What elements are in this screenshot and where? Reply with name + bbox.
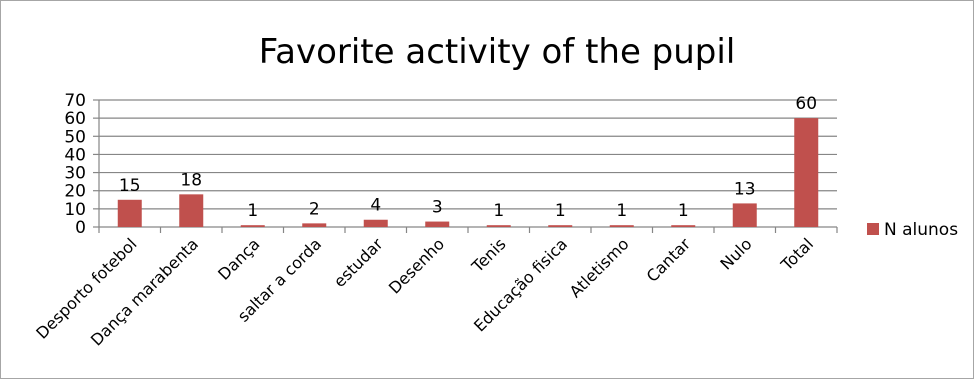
- x-category-label: Atletismo: [566, 234, 633, 301]
- data-label: 4: [370, 196, 381, 216]
- gridlines: [99, 99, 837, 210]
- bar: [609, 225, 634, 227]
- bar: [179, 194, 204, 227]
- bar: [671, 225, 696, 227]
- bar: [425, 221, 450, 227]
- y-tick-label: 20: [64, 182, 86, 202]
- x-category-label: Tenis: [467, 234, 509, 276]
- legend-swatch: [867, 223, 879, 235]
- data-label: 1: [678, 201, 689, 221]
- y-tick-label: 10: [64, 200, 86, 220]
- x-category-label: Total: [777, 234, 818, 275]
- data-label: 1: [247, 201, 258, 221]
- x-category-label: Desenho: [385, 234, 448, 297]
- data-label: 1: [616, 201, 627, 221]
- bar: [548, 225, 573, 227]
- chart-title: Favorite activity of the pupil: [259, 32, 736, 72]
- x-category-label: estudar: [330, 234, 387, 291]
- data-label: 3: [432, 198, 443, 218]
- bars: [117, 118, 819, 227]
- bar: [486, 225, 511, 227]
- legend: N alunos: [867, 220, 958, 240]
- y-tick-label: 0: [75, 218, 86, 238]
- data-label: 1: [555, 201, 566, 221]
- legend-label: N alunos: [884, 220, 958, 240]
- bar: [302, 223, 327, 227]
- x-category-label: Nulo: [716, 234, 755, 273]
- bar: [732, 203, 757, 227]
- data-label: 15: [119, 176, 141, 196]
- y-tick-label: 30: [64, 164, 86, 184]
- x-category-label: Cantar: [643, 234, 695, 286]
- axes: [93, 99, 838, 233]
- data-label: 2: [309, 199, 320, 219]
- y-tick-label: 40: [64, 145, 86, 165]
- data-labels: 15 18 1 2 4 3 1 1 1 1 13 60: [119, 94, 817, 221]
- bar: [363, 219, 388, 227]
- data-label: 60: [795, 94, 817, 114]
- y-tick-label: 70: [64, 91, 86, 111]
- data-label: 18: [180, 170, 202, 190]
- y-tick-label: 60: [64, 109, 86, 129]
- bar: [240, 225, 265, 227]
- x-category-label: Desporto fotebol: [32, 234, 140, 342]
- bar: [794, 118, 819, 227]
- data-label: 1: [493, 201, 504, 221]
- x-category-label: Dança marabenta: [87, 234, 202, 349]
- y-tick-label: 50: [64, 127, 86, 147]
- bar: [117, 199, 142, 227]
- x-category-label: Dança: [214, 234, 263, 283]
- data-label: 13: [734, 179, 756, 199]
